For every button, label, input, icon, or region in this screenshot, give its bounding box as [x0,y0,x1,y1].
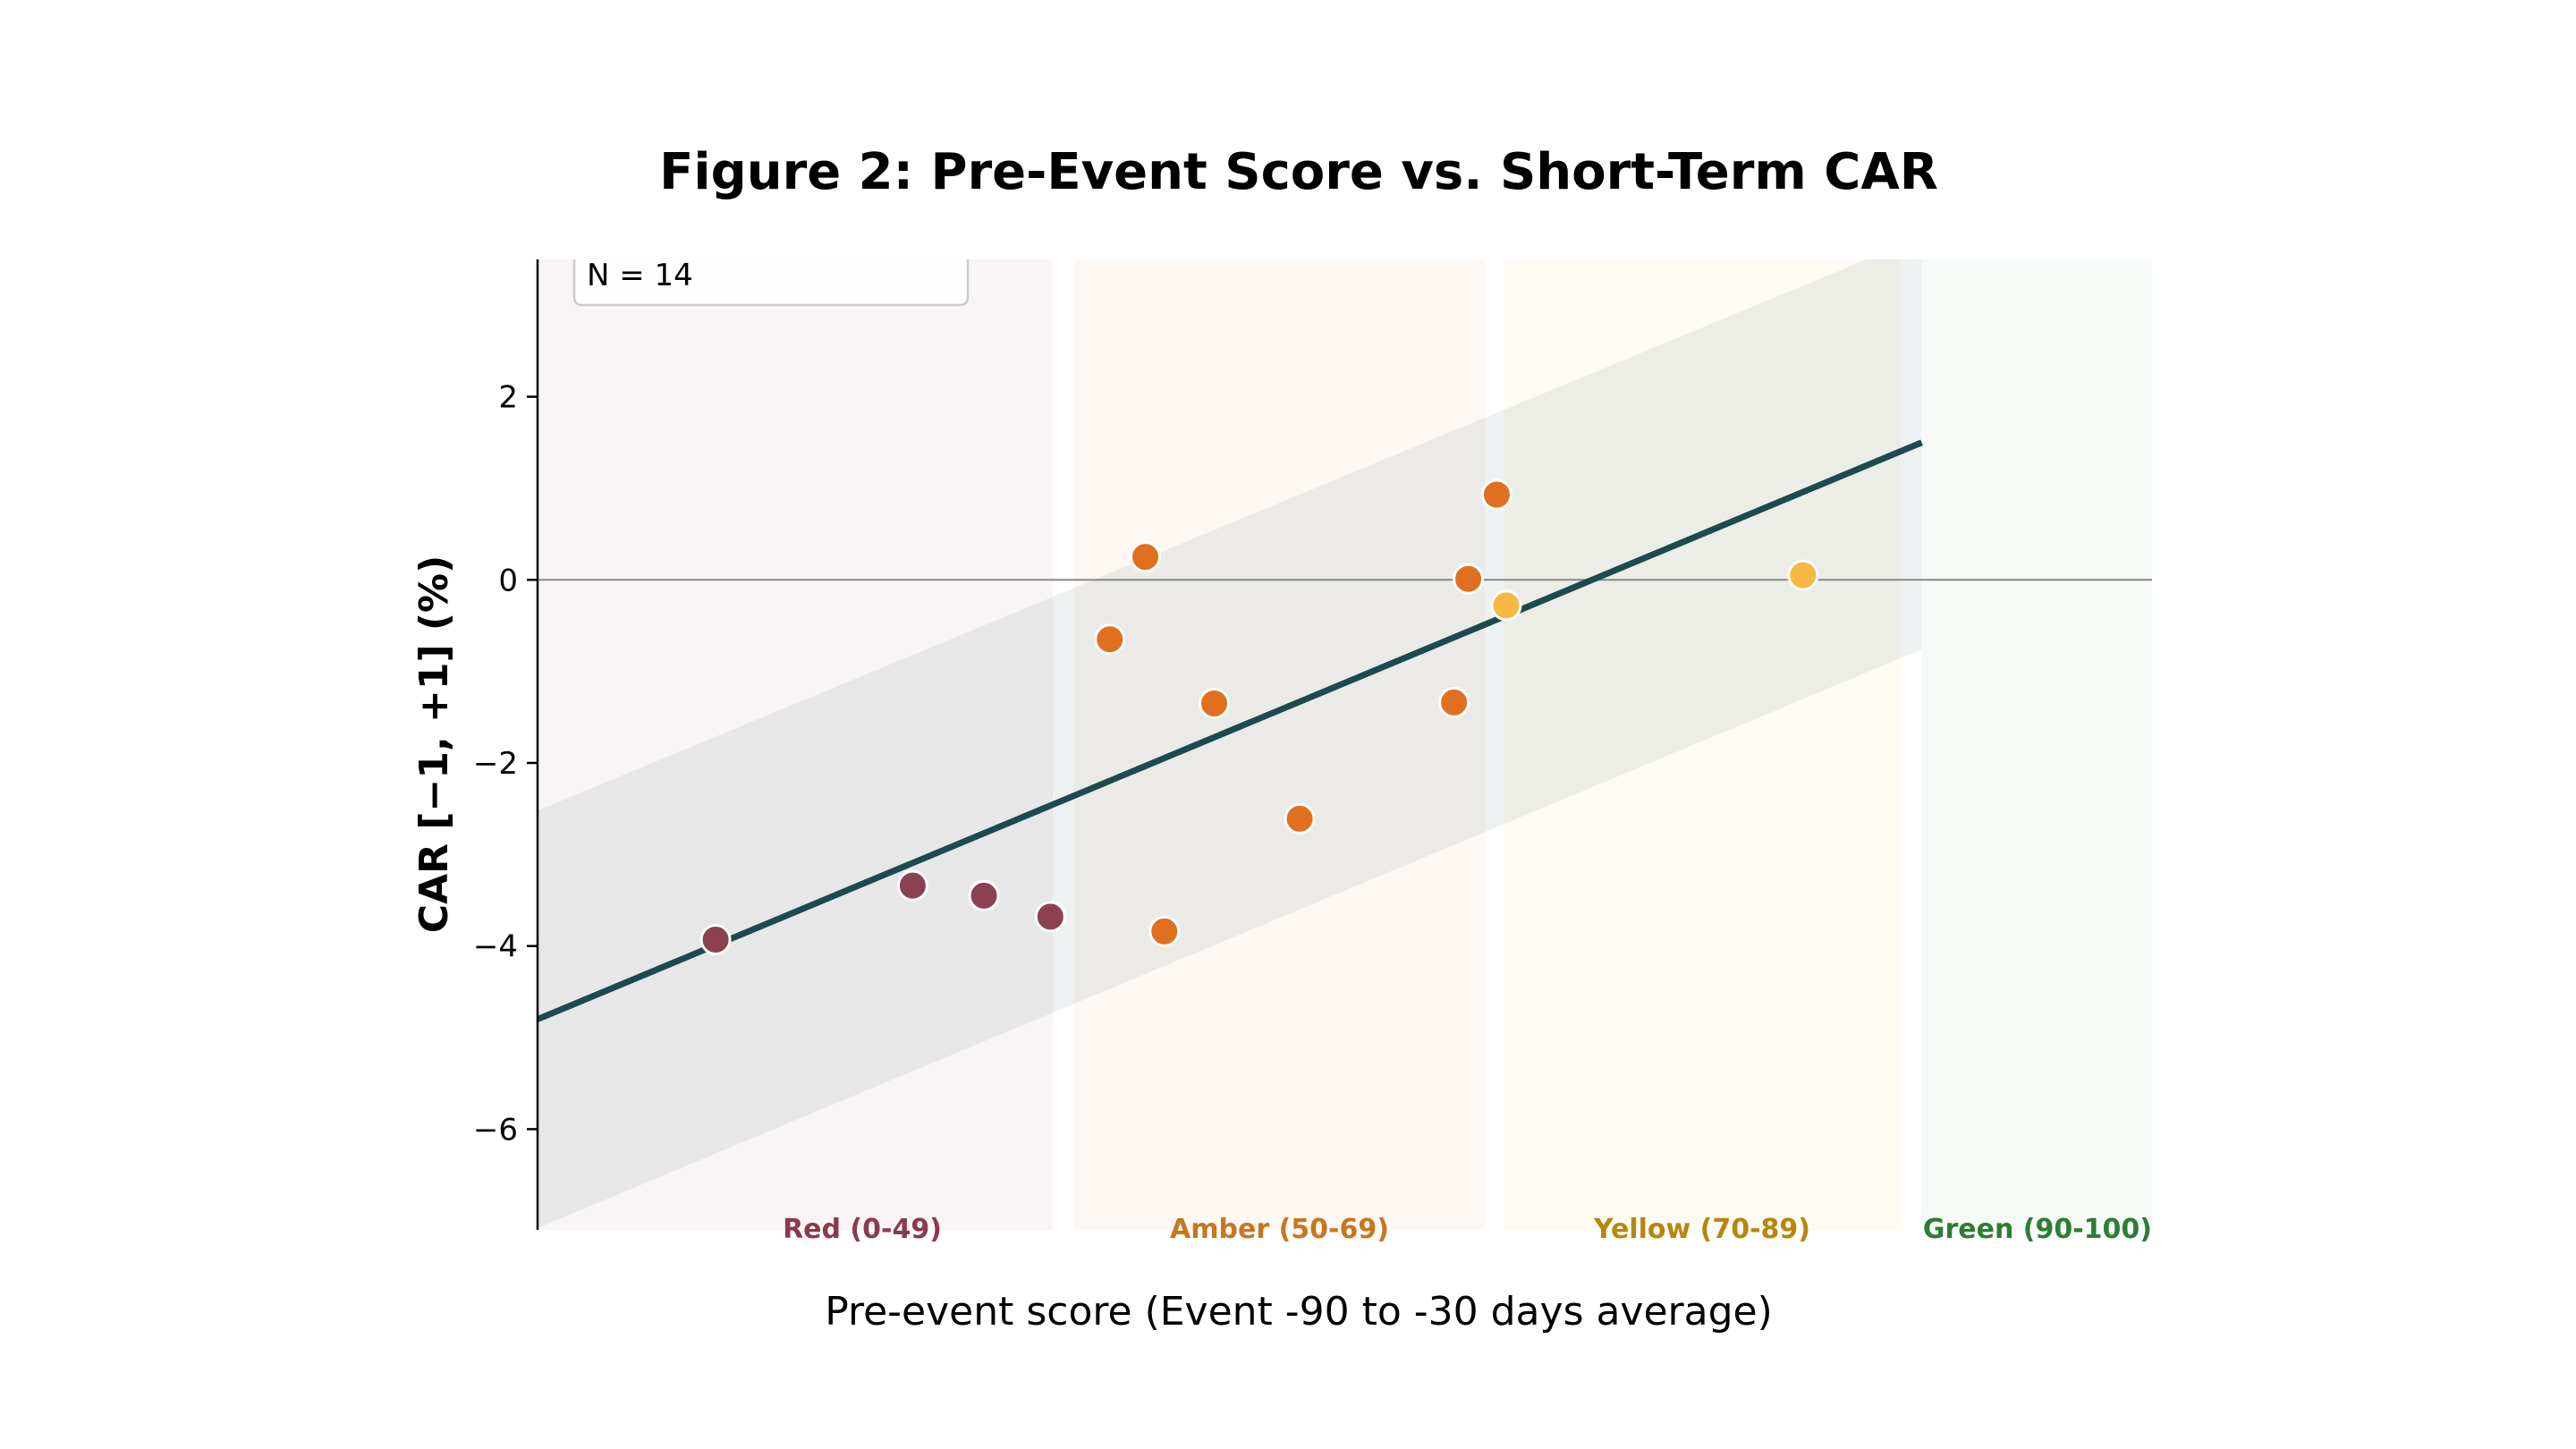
data-point-amber-7 [1453,563,1485,595]
y-axis-ticks: 2 0 −2 −4 −6 [473,380,538,1148]
data-point-amber-5 [1284,802,1316,835]
regression-fit-line [538,439,1923,1022]
data-point-amber-2 [1130,541,1162,573]
confidence-band [538,259,1922,1228]
legend-box: N = 14 [572,258,970,307]
data-point-amber-6 [1438,686,1470,718]
data-points [699,479,1819,956]
zone-band-yellow [1504,259,1901,1230]
zone-band-green [1921,259,2152,1230]
data-point-red-4 [1034,901,1066,933]
zone-band-amber [1073,259,1486,1230]
score-zones [538,259,2152,1230]
y-tick-label: 2 [498,380,518,416]
y-tick-label: −6 [473,1112,518,1148]
data-point-amber-8 [1480,479,1513,511]
y-tick-label: −2 [473,746,518,782]
zone-label-yellow: Yellow (70-89) [1593,1214,1810,1245]
zone-label-amber: Amber (50-69) [1170,1214,1389,1245]
data-point-red-3 [968,879,1000,911]
y-tick-label: 0 [498,563,518,598]
confidence-band-layer [538,259,1922,1228]
data-point-yellow-1 [1490,589,1522,622]
fit-line-layer [538,439,1923,1022]
zone-label-green: Green (90-100) [1923,1214,2152,1245]
data-point-yellow-2 [1787,559,1819,591]
data-point-red-1 [699,924,732,956]
chart-title: Figure 2: Pre-Event Score vs. Short-Term… [659,143,1938,201]
data-point-amber-4 [1199,687,1231,719]
legend-sample-size: N = 14 [587,258,693,293]
zone-band-red [538,259,1054,1230]
x-axis-label: Pre-event score (Event -90 to -30 days a… [825,1289,1773,1335]
data-point-amber-3 [1148,915,1181,947]
zone-labels: Red (0-49) Amber (50-69) Yellow (70-89) Gre… [783,1214,2152,1245]
data-point-amber-1 [1094,623,1126,656]
y-axis-label: CAR [−1, +1] (%) [411,555,457,933]
y-tick-label: −4 [473,929,518,965]
data-point-red-2 [896,869,928,902]
zone-label-red: Red (0-49) [783,1214,942,1245]
